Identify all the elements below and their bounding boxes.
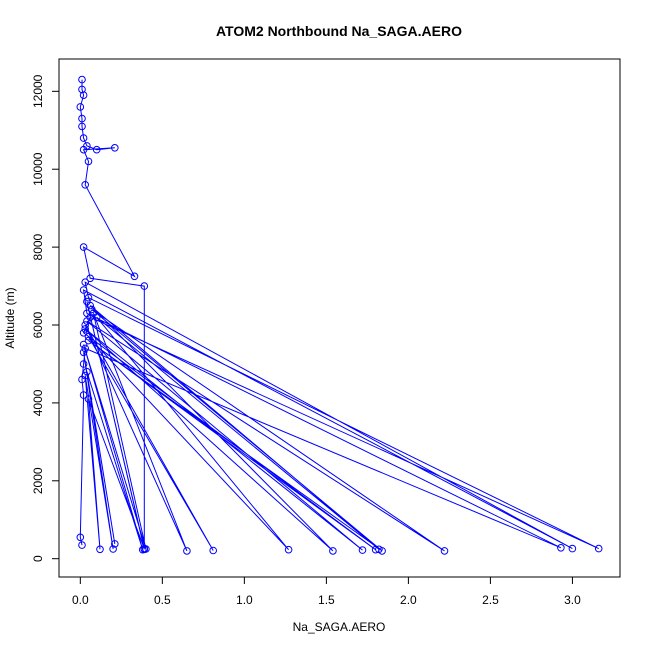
y-tick-label: 0 (31, 555, 45, 562)
data-point (140, 545, 149, 554)
data-point (81, 325, 89, 333)
data-point (84, 157, 93, 166)
data-point (76, 533, 85, 542)
data-point (78, 541, 86, 549)
data-point (79, 134, 88, 142)
data-point (83, 297, 91, 306)
x-tick-label: 1.5 (318, 593, 335, 607)
data-point (284, 545, 293, 554)
y-tick-label: 10000 (31, 152, 45, 186)
y-axis: 0 2000 4000 6000 8000 10000 12000 (31, 74, 60, 562)
y-tick-label: 6000 (31, 311, 45, 338)
data-point (111, 540, 119, 548)
y-tick-label: 8000 (31, 233, 45, 260)
data-point (96, 545, 104, 554)
data-point (88, 305, 96, 314)
data-point (109, 545, 117, 553)
data-point (78, 85, 86, 94)
data-point (78, 75, 86, 84)
x-axis-label: Na_SAGA.AERO (293, 620, 386, 634)
x-tick-label: 0.5 (154, 593, 171, 607)
data-point (79, 340, 88, 349)
y-tick-label: 4000 (31, 389, 45, 416)
x-tick-label: 1.0 (236, 593, 253, 607)
y-tick-label: 12000 (31, 74, 45, 108)
data-point (79, 348, 88, 357)
x-tick-label: 2.5 (482, 593, 499, 607)
data-point (130, 272, 139, 281)
chart-title: ATOM2 Northbound Na_SAGA.AERO (216, 23, 462, 39)
data-point (111, 144, 119, 152)
x-axis: 0.0 0.5 1.0 1.5 2.0 2.5 3.0 (72, 576, 581, 607)
data-point (92, 145, 101, 154)
data-point (81, 371, 89, 380)
data-point (81, 278, 89, 287)
data-point (84, 332, 93, 341)
data-point (83, 142, 91, 150)
data-point (84, 395, 93, 403)
y-tick-label: 2000 (31, 467, 45, 494)
data-point (76, 103, 85, 111)
x-tick-label: 3.0 (564, 593, 581, 607)
data-point (594, 544, 603, 553)
x-tick-label: 2.0 (400, 593, 417, 607)
data-point (440, 547, 449, 555)
data-point (358, 546, 367, 554)
data-point (86, 274, 94, 283)
data-point (79, 286, 88, 294)
data-point (79, 243, 88, 251)
data-point (209, 546, 217, 555)
series-line (79, 79, 599, 552)
data-point (84, 293, 93, 302)
y-axis-label: Altitude (m) (3, 287, 17, 348)
data-point (568, 544, 577, 553)
data-point (329, 547, 337, 555)
x-tick-label: 0.0 (72, 593, 89, 607)
data-point (78, 114, 86, 123)
data-point (183, 547, 191, 555)
data-point (79, 360, 88, 368)
data-point (84, 336, 93, 345)
data-point (557, 544, 565, 552)
data-point (81, 344, 89, 353)
data-point (79, 329, 88, 337)
series-layer (76, 75, 603, 555)
plot-frame (58, 58, 621, 578)
data-point (81, 321, 89, 329)
data-point (89, 309, 98, 318)
data-point (79, 391, 88, 399)
data-point (375, 545, 383, 554)
data-point (78, 122, 86, 131)
data-point (83, 367, 91, 376)
data-point (83, 317, 91, 325)
data-point (140, 282, 149, 290)
data-point (81, 181, 89, 189)
